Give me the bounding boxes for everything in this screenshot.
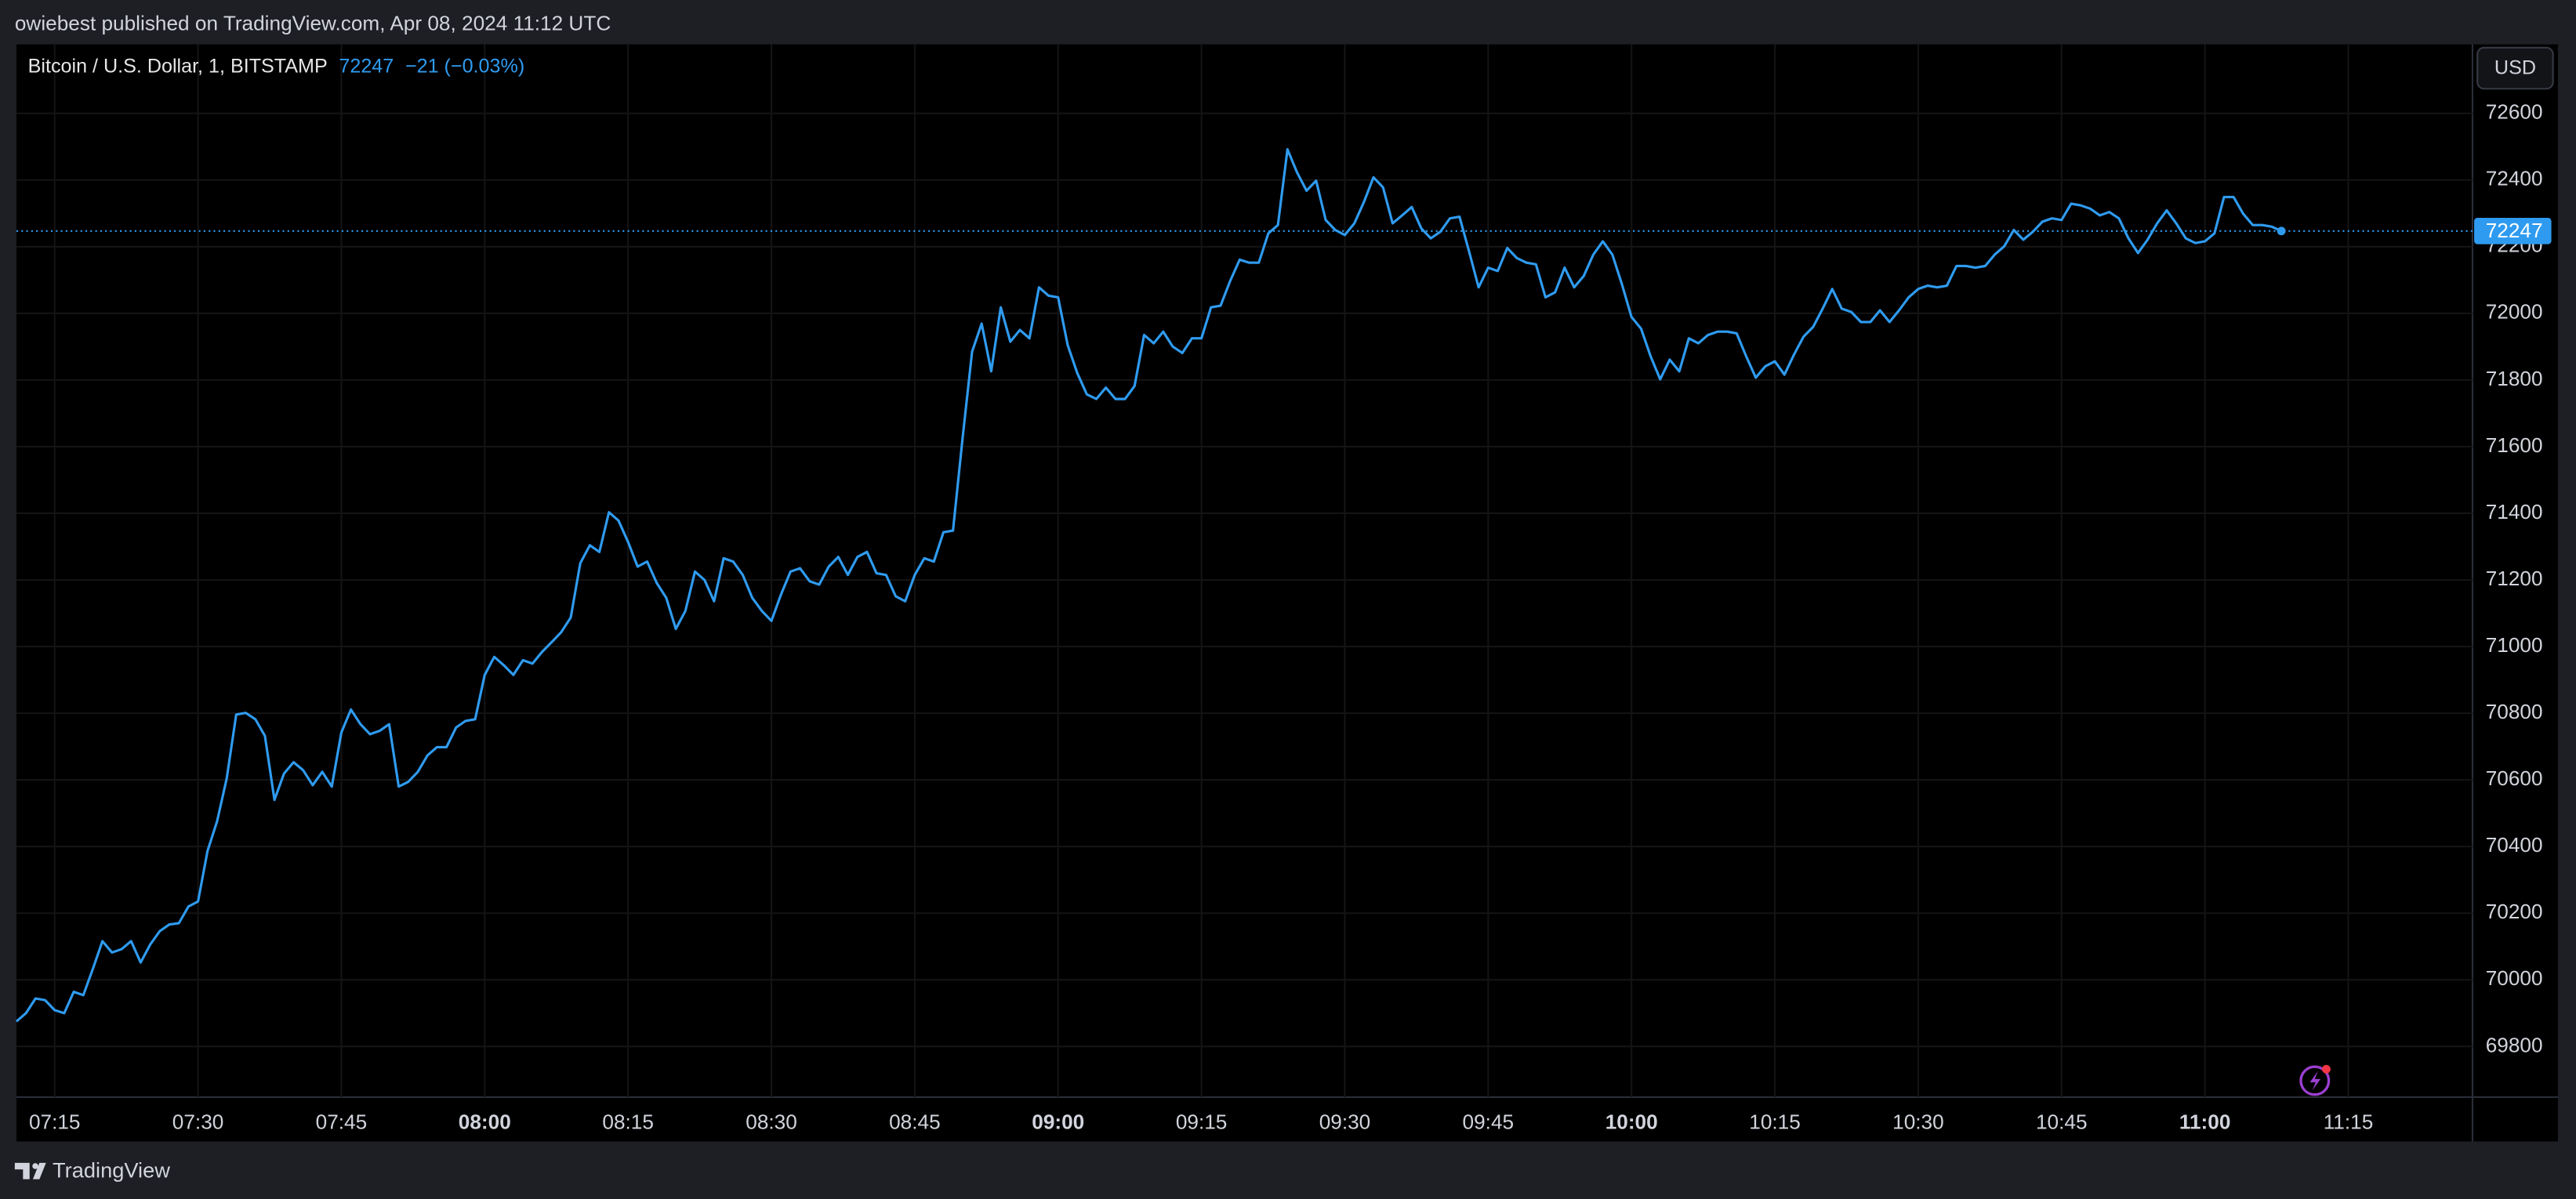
- x-tick-label: 09:00: [1032, 1110, 1084, 1133]
- x-tick-label: 10:00: [1605, 1110, 1658, 1133]
- y-tick-label: 71800: [2486, 367, 2543, 390]
- legend-symbol: Bitcoin / U.S. Dollar, 1, BITSTAMP: [28, 56, 328, 78]
- plot: [15, 148, 2473, 1023]
- brand-logo: [14, 1162, 46, 1179]
- y-tick-label: 71400: [2486, 500, 2543, 523]
- x-tick-label: 07:45: [316, 1110, 368, 1133]
- x-tick-label: 08:15: [602, 1110, 654, 1133]
- alert-ring[interactable]: [2299, 1065, 2331, 1096]
- last-price-tag-label: 72247: [2486, 219, 2543, 242]
- x-tick-label: 11:15: [2324, 1110, 2374, 1133]
- x-tick-label: 07:30: [172, 1110, 224, 1133]
- x-tick-label: 08:45: [889, 1110, 941, 1133]
- x-tick-label: 08:30: [746, 1110, 797, 1133]
- chart-panel: [16, 44, 2558, 1142]
- y-tick-label: 72400: [2486, 167, 2543, 190]
- price-line: [15, 148, 2282, 1023]
- brand-logo-dot: [32, 1163, 38, 1169]
- x-tick-label: 11:00: [2179, 1110, 2231, 1133]
- x-tick-label: 08:00: [459, 1110, 511, 1133]
- y-tick-label: 70600: [2486, 766, 2543, 790]
- y-tick-label: 70400: [2486, 833, 2543, 857]
- y-tick-label: 69800: [2486, 1033, 2543, 1056]
- y-tick-label: 70800: [2486, 700, 2543, 723]
- legend-price: 72247: [339, 56, 394, 78]
- y-tick-label: 71200: [2486, 567, 2543, 590]
- legend-change: −21 (−0.03%): [405, 56, 524, 78]
- y-tick-label: 70200: [2486, 900, 2543, 923]
- x-tick-label: 10:15: [1749, 1110, 1801, 1133]
- publisher-line: owiebest published on TradingView.com, A…: [15, 11, 611, 34]
- x-tick-label: 10:30: [1892, 1110, 1944, 1133]
- brand: TradingView: [14, 1158, 170, 1183]
- y-tick-label: 72000: [2486, 300, 2543, 324]
- y-tick-label: 71600: [2486, 433, 2543, 457]
- x-tick-label: 09:30: [1319, 1110, 1371, 1133]
- x-tick-label: 07:15: [29, 1110, 81, 1133]
- grid: [16, 44, 2473, 1097]
- y-tick-label: 72600: [2486, 100, 2543, 124]
- currency-button[interactable]: [2476, 46, 2554, 90]
- brand-name: TradingView: [53, 1158, 170, 1183]
- alert-dot[interactable]: [2322, 1064, 2331, 1074]
- last-point: [2277, 226, 2286, 236]
- currency-label[interactable]: USD: [2494, 57, 2536, 79]
- y-tick-label: 70000: [2486, 966, 2543, 990]
- axes: 69800 70000 70200 70400 70600 70800 71000 71200…: [29, 100, 2552, 1133]
- y-tick-label: 71000: [2486, 633, 2543, 657]
- alert-icon[interactable]: [2299, 1064, 2331, 1096]
- x-tick-label: 09:45: [1463, 1110, 1515, 1133]
- alert-bolt[interactable]: [2309, 1070, 2321, 1091]
- last-price-tag: [2474, 218, 2552, 245]
- x-tick-label: 10:45: [2036, 1110, 2088, 1133]
- x-tick-label: 09:15: [1176, 1110, 1228, 1133]
